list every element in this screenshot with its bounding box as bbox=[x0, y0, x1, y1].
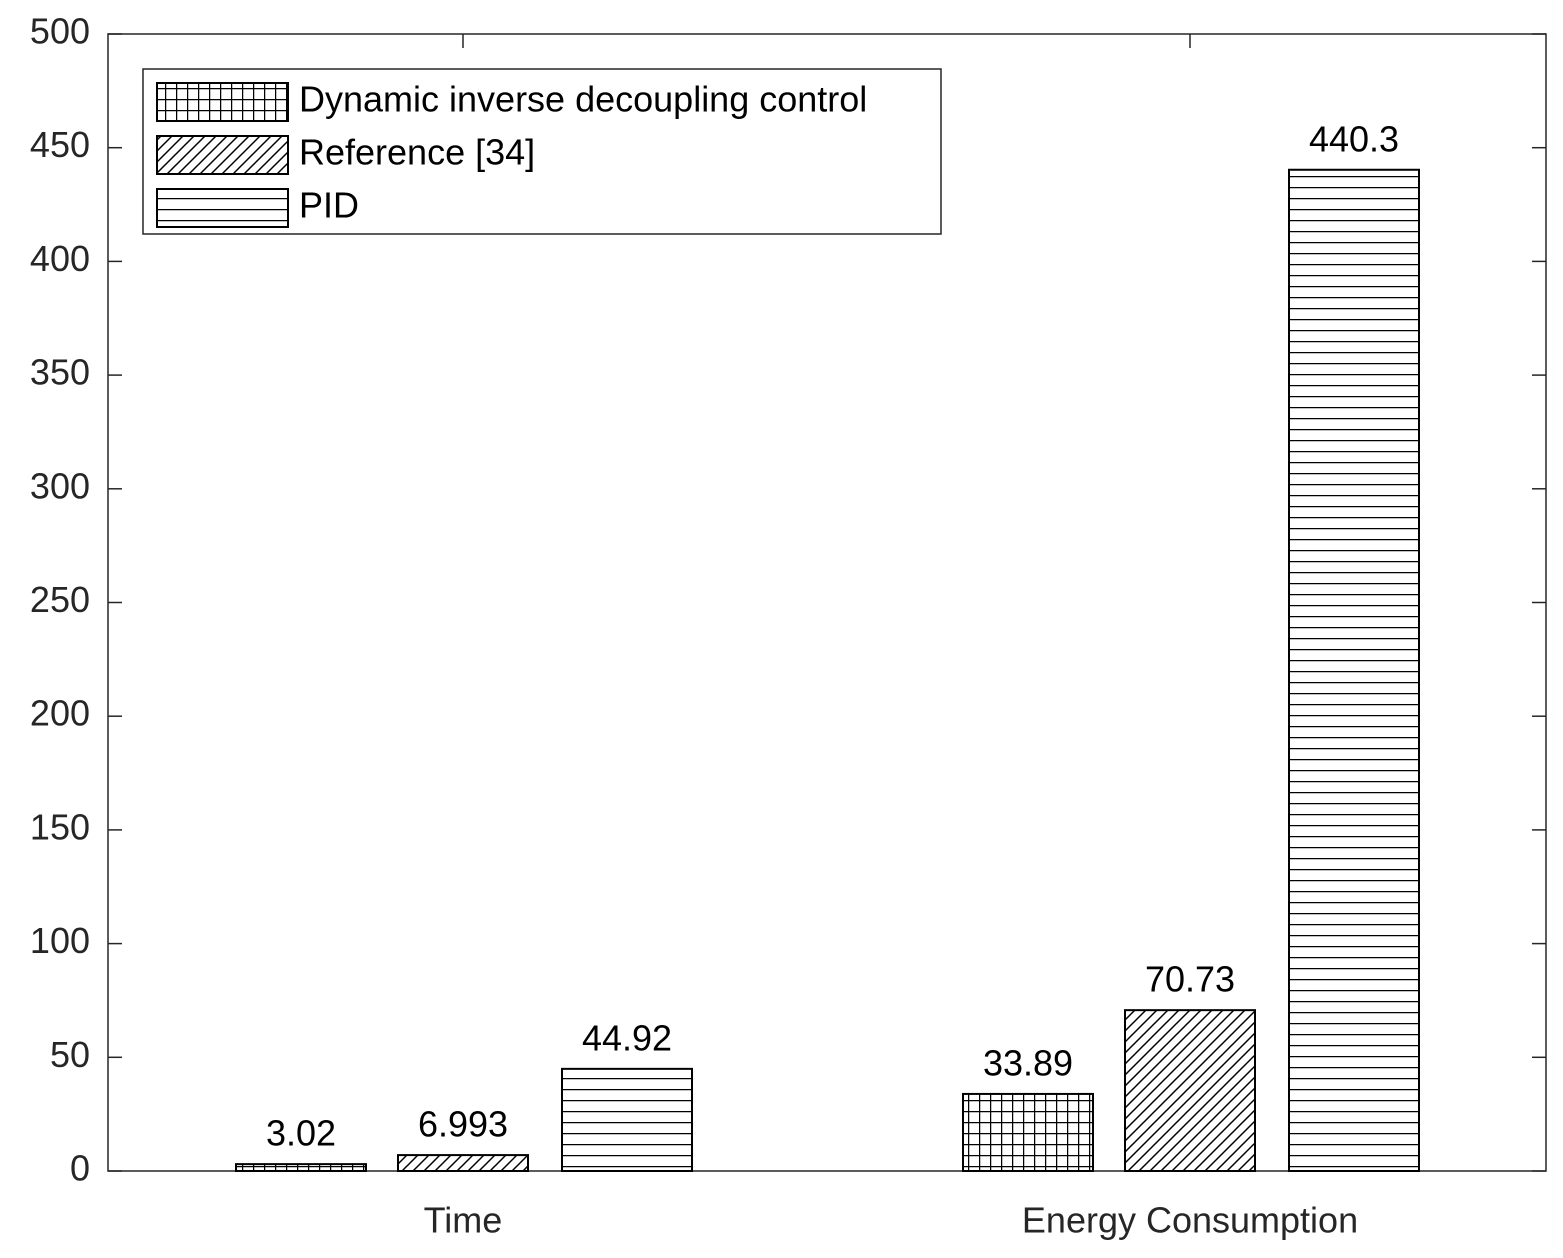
y-tick-label: 250 bbox=[30, 579, 90, 620]
y-tick-label: 150 bbox=[30, 806, 90, 847]
bar bbox=[1124, 1009, 1256, 1172]
bar bbox=[397, 1154, 529, 1172]
legend-label: Reference [34] bbox=[299, 132, 535, 173]
y-tick-label: 500 bbox=[30, 11, 90, 52]
y-tick-label: 400 bbox=[30, 238, 90, 279]
bar bbox=[962, 1092, 1094, 1172]
value-label: 33.89 bbox=[983, 1042, 1073, 1083]
bar bbox=[1288, 168, 1420, 1172]
value-label: 6.993 bbox=[418, 1104, 508, 1145]
y-tick-label: 350 bbox=[30, 352, 90, 393]
value-label: 70.73 bbox=[1145, 959, 1235, 1000]
legend-label: Dynamic inverse decoupling control bbox=[299, 79, 867, 120]
x-tick-label: Time bbox=[424, 1200, 503, 1241]
legend-swatch bbox=[156, 135, 289, 175]
value-label: 3.02 bbox=[266, 1113, 336, 1154]
y-tick-label: 450 bbox=[30, 124, 90, 165]
value-label: 44.92 bbox=[582, 1017, 672, 1058]
legend-swatch bbox=[156, 188, 289, 228]
y-tick-label: 50 bbox=[50, 1034, 90, 1075]
bar bbox=[235, 1163, 367, 1173]
bar bbox=[561, 1067, 693, 1173]
y-tick-label: 100 bbox=[30, 920, 90, 961]
x-tick-label: Energy Consumption bbox=[1022, 1200, 1358, 1241]
y-tick-label: 300 bbox=[30, 465, 90, 506]
legend-swatch bbox=[156, 82, 289, 122]
value-label: 440.3 bbox=[1309, 118, 1399, 159]
y-tick-label: 200 bbox=[30, 693, 90, 734]
legend-label: PID bbox=[299, 185, 359, 226]
y-tick-label: 0 bbox=[70, 1148, 90, 1189]
